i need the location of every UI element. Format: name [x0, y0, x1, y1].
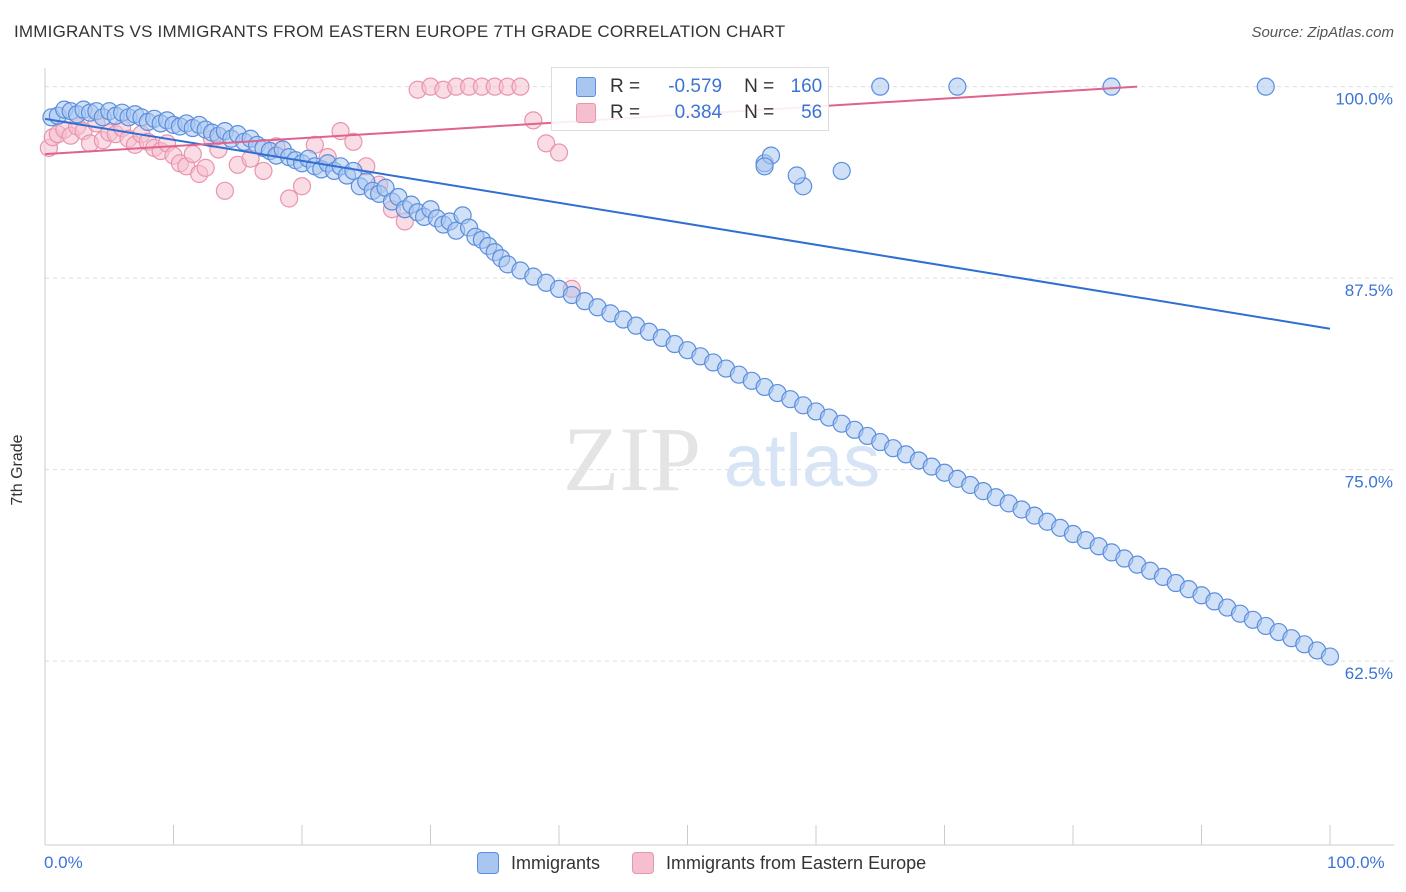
- point-eastern-europe: [511, 77, 530, 96]
- legend-label-eastern-europe: Immigrants from Eastern Europe: [666, 852, 927, 873]
- chart-title: IMMIGRANTS VS IMMIGRANTS FROM EASTERN EU…: [14, 22, 786, 41]
- point-eastern-europe: [537, 134, 556, 153]
- point-immigrants: [1256, 77, 1275, 96]
- n-label: N =: [744, 102, 775, 123]
- y-tick-label: 87.5%: [1345, 281, 1393, 300]
- point-eastern-europe: [292, 177, 312, 196]
- point-immigrants: [832, 161, 851, 181]
- trend-line-immigrants: [44, 117, 1331, 330]
- axes: [44, 68, 1394, 846]
- n-label: N =: [744, 76, 775, 97]
- legend-label-immigrants: Immigrants: [511, 852, 601, 873]
- r-label: R =: [610, 76, 641, 97]
- pink-swatch: [576, 103, 596, 123]
- y-tick-label: 75.0%: [1345, 473, 1393, 492]
- r-value: -0.579: [668, 76, 723, 97]
- legend-swatch-blue: [477, 852, 499, 874]
- series-legend: Immigrants Immigrants from Eastern Europ…: [477, 852, 958, 874]
- n-value: 160: [790, 76, 823, 97]
- x-tick-min: 0.0%: [44, 853, 83, 872]
- point-immigrants: [871, 77, 890, 96]
- series-immigrants-points: [42, 77, 1340, 666]
- blue-swatch: [576, 77, 596, 97]
- point-immigrants: [1102, 77, 1121, 96]
- x-tick-max: 100.0%: [1327, 853, 1385, 872]
- stats-legend: R = -0.579 N = 160 R = 0.384 N = 56: [551, 67, 829, 131]
- point-eastern-europe: [196, 158, 215, 177]
- source-label: Source: ZipAtlas.com: [1251, 24, 1394, 41]
- point-immigrants: [948, 77, 967, 96]
- point-immigrants: [787, 166, 806, 185]
- point-immigrants: [1320, 647, 1340, 666]
- stats-row-eastern-europe: R = 0.384 N = 56: [576, 101, 822, 125]
- r-label: R =: [610, 102, 641, 123]
- r-value: 0.384: [674, 102, 723, 123]
- point-eastern-europe: [549, 143, 569, 162]
- legend-swatch-pink: [632, 852, 655, 874]
- point-eastern-europe: [280, 189, 299, 208]
- legend-item-eastern-europe: Immigrants from Eastern Europe: [632, 852, 926, 874]
- y-tick-labels: 62.5% 75.0% 87.5% 100.0%: [1335, 90, 1393, 683]
- watermark-zip: ZIP: [563, 408, 701, 510]
- point-eastern-europe: [254, 161, 273, 181]
- point-eastern-europe: [524, 111, 543, 130]
- legend-item-immigrants: Immigrants: [477, 852, 600, 874]
- point-eastern-europe: [183, 144, 202, 164]
- point-eastern-europe: [215, 181, 234, 200]
- stats-row-immigrants: R = -0.579 N = 160: [576, 75, 822, 99]
- point-immigrants: [755, 157, 774, 176]
- y-tick-label: 62.5%: [1345, 664, 1393, 683]
- y-tick-label: 100.0%: [1335, 90, 1393, 109]
- point-eastern-europe: [344, 132, 363, 151]
- n-value: 56: [801, 102, 823, 123]
